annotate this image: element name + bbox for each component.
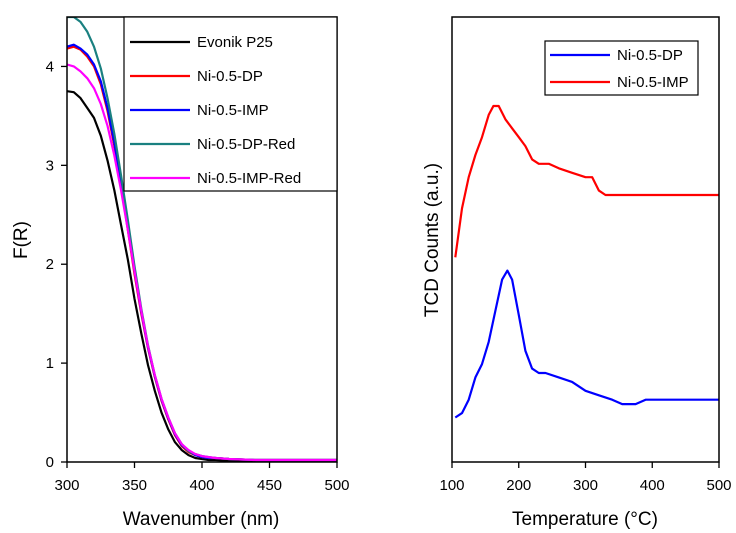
legend: Evonik P25 Ni-0.5-DP Ni-0.5-IMP Ni-0.5-DP-R… bbox=[123, 16, 338, 192]
y-tick-label: 3 bbox=[46, 157, 54, 174]
x-axis-title: Wavenumber (nm) bbox=[123, 509, 280, 530]
legend-label-ni-0-5-dp: Ni-0.5-DP bbox=[197, 68, 263, 85]
legend-label-ni-0-5-imp: Ni-0.5-IMP bbox=[617, 74, 689, 91]
series-group bbox=[67, 17, 337, 462]
legend-box bbox=[123, 16, 338, 192]
y-tick-label: 0 bbox=[46, 454, 54, 471]
series-line-ni-0-5-imp bbox=[454, 104, 719, 258]
legend-label-evonik-p25: Evonik P25 bbox=[197, 34, 273, 51]
series-line-ni-0-5-dp bbox=[454, 269, 719, 419]
y-tick-label: 2 bbox=[46, 256, 54, 273]
x-tick-label: 300 bbox=[573, 477, 598, 494]
legend-box bbox=[544, 40, 699, 96]
right-chart-panel: 100 200 300 400 500 Temperature (°C) TCD Count… bbox=[422, 16, 732, 530]
legend-label-ni-0-5-dp: Ni-0.5-DP bbox=[617, 47, 683, 64]
x-tick-label: 400 bbox=[640, 477, 665, 494]
series-line-evonik-p25 bbox=[67, 90, 337, 462]
y-axis-title: F(R) bbox=[11, 221, 32, 259]
x-tick-label: 450 bbox=[257, 477, 282, 494]
y-tick-label: 1 bbox=[46, 355, 54, 372]
series-line-ni-0-5-imp-red bbox=[67, 63, 337, 462]
left-chart-panel: 300 350 400 450 500 0 1 2 3 4 Wavenumber (nm) F(R) E… bbox=[11, 16, 350, 530]
legend-label-ni-0-5-dp-red: Ni-0.5-DP-Red bbox=[197, 136, 295, 153]
y-axis-title: TCD Counts (a.u.) bbox=[422, 163, 443, 317]
x-tick-label: 100 bbox=[439, 477, 464, 494]
legend: Ni-0.5-DP Ni-0.5-IMP bbox=[544, 40, 699, 96]
x-tick-label: 400 bbox=[189, 477, 214, 494]
x-axis-title: Temperature (°C) bbox=[512, 509, 658, 530]
x-tick-label: 500 bbox=[706, 477, 731, 494]
legend-label-ni-0-5-imp: Ni-0.5-IMP bbox=[197, 102, 269, 119]
x-tick-label: 300 bbox=[54, 477, 79, 494]
x-tick-label: 350 bbox=[122, 477, 147, 494]
legend-label-ni-0-5-imp-red: Ni-0.5-IMP-Red bbox=[197, 170, 301, 187]
y-tick-label: 4 bbox=[46, 58, 54, 75]
x-tick-label: 500 bbox=[324, 477, 349, 494]
series-group bbox=[454, 104, 719, 419]
x-tick-label: 200 bbox=[506, 477, 531, 494]
